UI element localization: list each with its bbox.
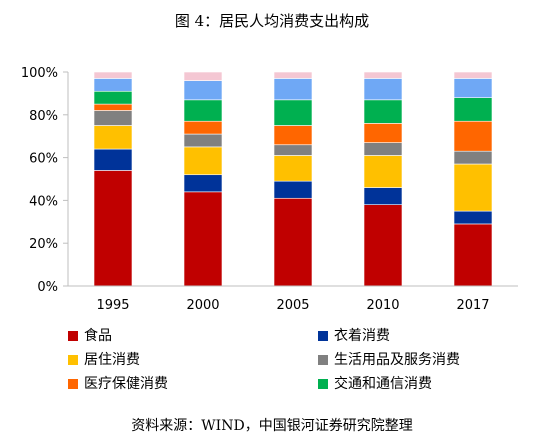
bar-segment-clothing-2017	[453, 210, 493, 225]
legend-swatch	[68, 355, 78, 365]
x-tick-label: 2005	[276, 298, 309, 313]
y-tick-label: 0%	[37, 280, 58, 295]
y-tick-label: 100%	[21, 66, 58, 81]
bar-segment-food-2010	[363, 204, 403, 287]
x-tick-label: 1995	[96, 298, 129, 313]
x-tick-label: 2000	[186, 298, 219, 313]
bar-segment-education-2000	[183, 80, 223, 101]
chart-title: 图 4：居民人均消费支出构成	[174, 12, 370, 30]
bar-segment-housing-1995	[93, 125, 133, 150]
legend-swatch	[68, 331, 78, 341]
bar-segment-household-2017	[453, 150, 493, 165]
bar-segment-housing-2000	[183, 146, 223, 176]
x-axis: 1995 2000 2005 2010 2017	[68, 285, 518, 313]
y-tick-label: 60%	[29, 152, 58, 167]
stacked-bar-chart: 0% 20% 40% 60% 80% 100% 1995 2000 2005 2010 2017	[21, 66, 518, 313]
bar-segment-other-1995	[93, 71, 133, 79]
legend-label: 居住消费	[84, 352, 140, 368]
bar-segment-clothing-1995	[93, 148, 133, 171]
bar-segment-medical-2005	[273, 125, 313, 146]
bar-segment-education-1995	[93, 78, 133, 92]
bar-segment-food-1995	[93, 170, 133, 287]
bar-segment-transport-1995	[93, 90, 133, 105]
y-tick-label: 20%	[29, 237, 58, 252]
bar-segment-household-1995	[93, 110, 133, 126]
bar-segment-household-2010	[363, 142, 403, 156]
x-tick-label: 2010	[366, 298, 399, 313]
bar-segment-housing-2005	[273, 155, 313, 182]
bar-segment-medical-2010	[363, 123, 403, 143]
legend-label: 交通和通信消费	[334, 376, 432, 392]
bar-segment-medical-2017	[453, 120, 493, 152]
bar-segment-housing-2010	[363, 155, 403, 188]
y-axis: 0% 20% 40% 60% 80% 100%	[21, 66, 69, 295]
source-note: 资料来源：WIND，中国银河证券研究院整理	[131, 418, 413, 434]
bar-segment-other-2000	[183, 71, 223, 81]
bar-segment-education-2010	[363, 78, 403, 101]
legend-swatch	[318, 331, 328, 341]
bar-segment-food-2000	[183, 191, 223, 287]
bar-segment-education-2005	[273, 78, 313, 101]
bar-segment-other-2005	[273, 71, 313, 79]
y-tick-label: 40%	[29, 194, 58, 209]
bar-segment-clothing-2005	[273, 180, 313, 199]
legend-swatch	[68, 379, 78, 389]
bar-segment-medical-2000	[183, 120, 223, 135]
bar-segment-transport-2000	[183, 99, 223, 122]
bar-segment-transport-2005	[273, 99, 313, 126]
legend-label: 食品	[84, 328, 112, 344]
bar-segment-housing-2017	[453, 163, 493, 212]
bar-segment-education-2017	[453, 78, 493, 98]
bar-segment-clothing-2000	[183, 174, 223, 193]
bar-segment-household-2000	[183, 133, 223, 148]
bar-segment-transport-2010	[363, 99, 403, 124]
bar-segment-food-2017	[453, 223, 493, 287]
bar-segment-medical-1995	[93, 103, 133, 111]
bar-segment-household-2005	[273, 144, 313, 156]
legend-label: 生活用品及服务消费	[334, 352, 460, 368]
legend-swatch	[318, 379, 328, 389]
bars	[93, 71, 493, 287]
legend-label: 衣着消费	[334, 328, 390, 344]
bar-segment-clothing-2010	[363, 187, 403, 205]
bar-segment-transport-2017	[453, 97, 493, 122]
legend-label: 医疗保健消费	[84, 376, 168, 392]
legend-swatch	[318, 355, 328, 365]
bar-segment-other-2017	[453, 71, 493, 79]
bar-segment-other-2010	[363, 71, 403, 79]
bar-segment-food-2005	[273, 197, 313, 287]
x-tick-label: 2017	[456, 298, 489, 313]
y-tick-label: 80%	[29, 109, 58, 124]
